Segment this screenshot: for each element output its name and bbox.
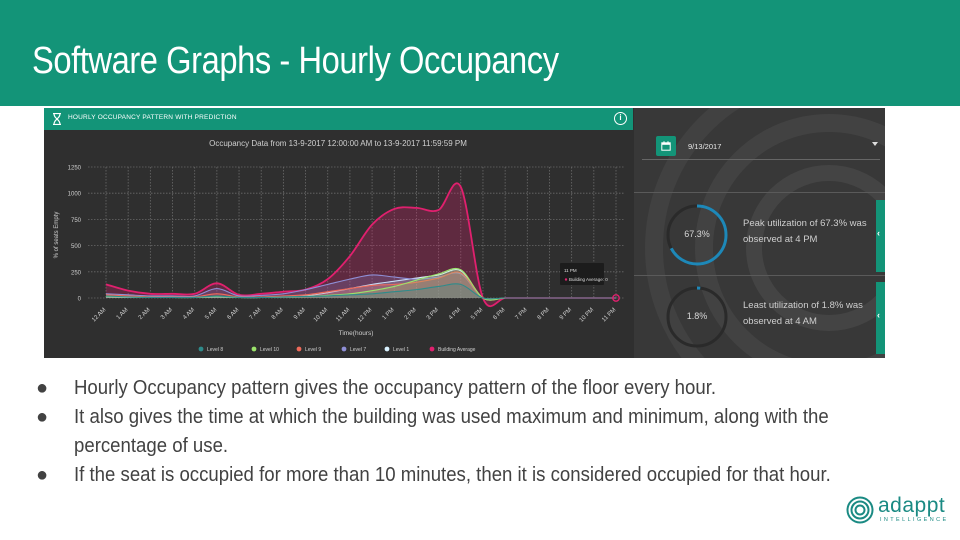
legend-label: Level 1 bbox=[393, 347, 409, 353]
legend-label: Building Average bbox=[438, 347, 476, 353]
chart-title: Occupancy Data from 13-9-2017 12:00:00 A… bbox=[209, 139, 467, 148]
peak-utilization-card: 67.3% Peak utilization of 67.3% was obse… bbox=[634, 194, 885, 274]
info-icon[interactable]: i bbox=[614, 112, 627, 125]
least-utilization-card: 1.8% Least utilization of 1.8% was obser… bbox=[634, 276, 885, 356]
occupancy-chart: Occupancy Data from 13-9-2017 12:00:00 A… bbox=[54, 139, 624, 353]
x-tick-label: 10 AM bbox=[313, 307, 329, 323]
bullet-item: ● Hourly Occupancy pattern gives the occ… bbox=[36, 374, 916, 403]
background-rings bbox=[645, 108, 885, 358]
least-progress-ring bbox=[666, 286, 728, 348]
least-expand-tab[interactable]: ‹ bbox=[876, 282, 885, 354]
x-tick-label: 8 AM bbox=[271, 307, 285, 321]
x-tick-label: 1 PM bbox=[382, 307, 396, 321]
panel-title: HOURLY OCCUPANCY PATTERN WITH PREDICTION bbox=[68, 114, 237, 121]
bullet-dot: ● bbox=[36, 464, 49, 486]
series-area bbox=[106, 183, 616, 307]
x-tick-label: 3 AM bbox=[160, 307, 174, 321]
y-tick-label: 750 bbox=[71, 218, 82, 224]
divider bbox=[634, 275, 885, 276]
x-tick-label: 10 PM bbox=[579, 307, 596, 324]
x-tick-label: 1 AM bbox=[116, 307, 130, 321]
x-tick-label: 8 PM bbox=[537, 307, 551, 321]
series-line bbox=[105, 283, 616, 300]
x-tick-label: 5 PM bbox=[470, 307, 484, 321]
app-screenshot: HOURLY OCCUPANCY PATTERN WITH PREDICTION… bbox=[44, 108, 885, 358]
chevron-left-icon: ‹ bbox=[877, 310, 880, 320]
legend-swatch bbox=[341, 346, 347, 352]
x-tick-label: 4 PM bbox=[448, 307, 462, 321]
x-tick-label: 6 PM bbox=[492, 307, 506, 321]
bullet-text: Hourly Occupancy pattern gives the occup… bbox=[74, 377, 717, 399]
x-tick-label: 7 AM bbox=[249, 307, 263, 321]
peak-percent: 67.3% bbox=[684, 229, 710, 239]
y-tick-label: 1000 bbox=[68, 192, 82, 198]
x-tick-label: 4 AM bbox=[182, 307, 196, 321]
slide-title: Software Graphs - Hourly Occupancy bbox=[32, 40, 559, 82]
logo-word: adappt bbox=[878, 494, 946, 517]
least-percent: 1.8% bbox=[686, 311, 708, 321]
legend-label: Level 7 bbox=[350, 347, 366, 353]
divider bbox=[634, 192, 885, 193]
bullet-text: It also gives the time at which the buil… bbox=[74, 406, 829, 457]
bullet-item: ● If the seat is occupied for more than … bbox=[36, 461, 916, 490]
x-tick-label: 11 AM bbox=[335, 307, 351, 323]
x-tick-label: 2 PM bbox=[404, 307, 418, 321]
y-tick-label: 1250 bbox=[68, 166, 82, 172]
series-area bbox=[106, 272, 616, 300]
chevron-left-icon: ‹ bbox=[877, 228, 880, 238]
x-tick-label: 2 AM bbox=[138, 307, 152, 321]
x-tick-label: 12 PM bbox=[357, 307, 374, 324]
peak-expand-tab[interactable]: ‹ bbox=[876, 200, 885, 272]
bullet-text: If the seat is occupied for more than 10… bbox=[74, 464, 831, 486]
tooltip-box bbox=[560, 263, 604, 285]
peak-text: Peak utilization of 67.3% was observed a… bbox=[743, 218, 867, 245]
legend-swatch bbox=[384, 346, 390, 352]
y-axis-label: % of seats Empty bbox=[54, 212, 60, 259]
series-area bbox=[106, 268, 616, 301]
adappt-logo: adappt INTELLIGENCE bbox=[846, 494, 956, 530]
legend-swatch bbox=[429, 346, 435, 352]
y-tick-label: 0 bbox=[78, 297, 82, 303]
x-tick-label: 12 AM bbox=[91, 307, 107, 323]
x-axis-label: Time(hours) bbox=[339, 330, 374, 337]
bullet-list: ● Hourly Occupancy pattern gives the occ… bbox=[36, 374, 916, 490]
peak-progress-ring bbox=[666, 204, 728, 266]
series-area bbox=[106, 283, 616, 300]
legend-swatch bbox=[198, 346, 204, 352]
legend-swatch bbox=[251, 346, 257, 352]
y-tick-label: 250 bbox=[71, 270, 82, 276]
x-tick-label: 9 PM bbox=[559, 307, 573, 321]
calendar-button[interactable] bbox=[656, 136, 676, 156]
side-panel: 9/13/2017 67.3% Peak utilization of 67.3… bbox=[634, 108, 885, 358]
chevron-down-icon[interactable] bbox=[872, 142, 878, 146]
title-bar: Software Graphs - Hourly Occupancy bbox=[0, 0, 960, 106]
x-tick-label: 11 PM bbox=[601, 307, 617, 323]
y-tick-label: 500 bbox=[71, 244, 82, 250]
legend-label: Level 10 bbox=[260, 347, 279, 353]
tooltip-point bbox=[612, 294, 620, 302]
tooltip-label: Building Average: 0 bbox=[569, 277, 608, 282]
x-tick-label: 9 AM bbox=[293, 307, 307, 321]
panel-header: HOURLY OCCUPANCY PATTERN WITH PREDICTION… bbox=[44, 108, 633, 130]
calendar-icon bbox=[661, 141, 671, 151]
x-tick-label: 5 AM bbox=[204, 307, 218, 321]
legend-label: Level 9 bbox=[305, 347, 321, 353]
date-value: 9/13/2017 bbox=[688, 142, 722, 151]
x-tick-label: 6 AM bbox=[227, 307, 241, 321]
logo-sub: INTELLIGENCE bbox=[880, 517, 949, 523]
logo-mark-icon bbox=[846, 496, 874, 524]
legend-label: Level 8 bbox=[207, 347, 223, 353]
tooltip-time: 11 PM bbox=[564, 268, 577, 273]
x-tick-label: 7 PM bbox=[515, 307, 529, 321]
least-text: Least utilization of 1.8% was observed a… bbox=[743, 300, 863, 327]
bullet-dot: ● bbox=[36, 406, 49, 428]
legend-swatch bbox=[296, 346, 302, 352]
hourglass-icon bbox=[53, 113, 61, 125]
x-tick-label: 3 PM bbox=[426, 307, 440, 321]
bullet-item: ● It also gives the time at which the bu… bbox=[36, 403, 916, 461]
tooltip-dot bbox=[564, 278, 568, 281]
bullet-dot: ● bbox=[36, 377, 49, 399]
date-picker[interactable]: 9/13/2017 bbox=[642, 134, 880, 160]
